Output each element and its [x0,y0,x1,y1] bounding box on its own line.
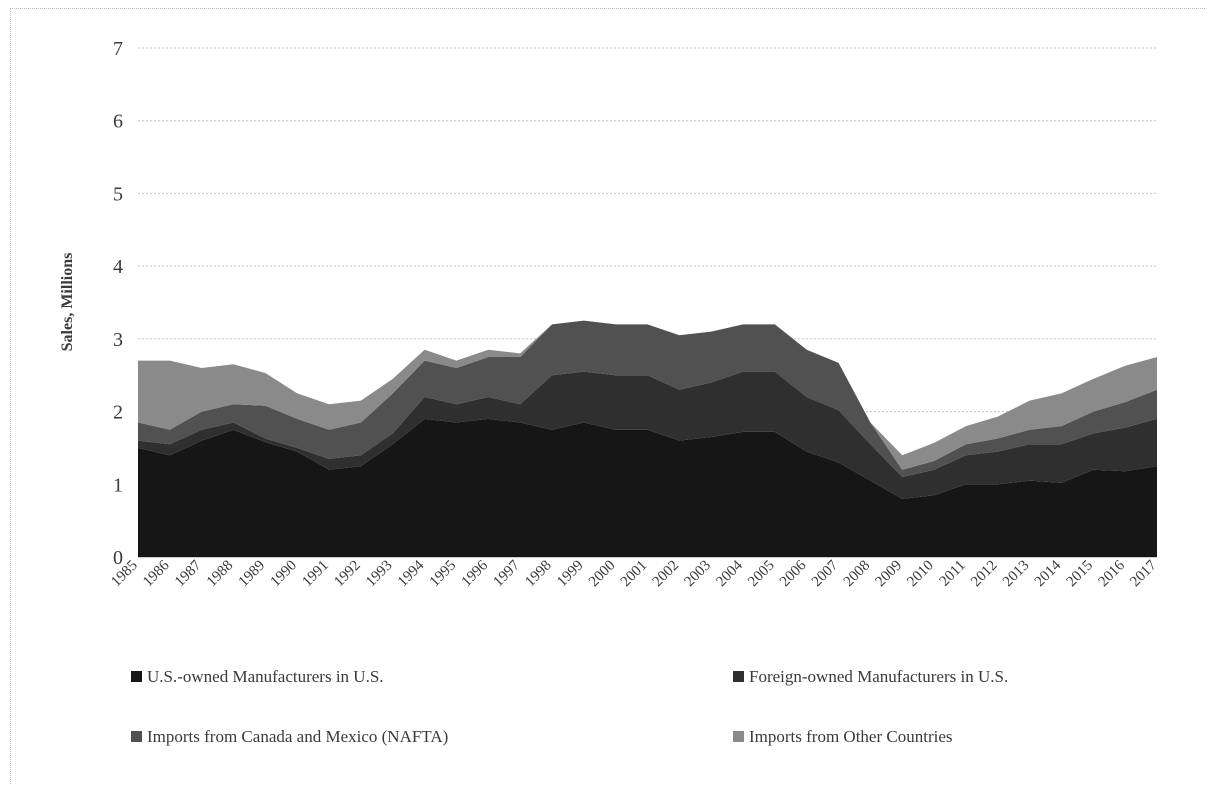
x-tick-label: 1999 [554,558,587,591]
legend-label: Imports from Other Countries [749,727,953,746]
area-series-1 [138,418,1157,557]
x-tick-label: 1989 [236,558,269,591]
legend-swatch [131,671,142,682]
x-tick-label: 2013 [1000,558,1033,591]
x-tick-label: 1998 [522,558,555,591]
area-series-group [138,320,1157,557]
x-tick-label: 2001 [618,558,651,591]
legend-swatch [733,731,744,742]
legend-swatch [733,671,744,682]
x-tick-label: 2010 [904,558,937,591]
x-tick-label: 1987 [172,557,205,590]
x-tick-label: 1990 [268,558,301,591]
legend-label: U.S.-owned Manufacturers in U.S. [147,667,384,686]
y-tick-label: 3 [113,329,123,351]
x-tick-label: 2000 [586,558,619,591]
legend: U.S.-owned Manufacturers in U.S. Foreign-… [131,667,1008,746]
x-tick-label: 2004 [713,557,746,590]
x-tick-label: 1988 [204,558,237,591]
x-tick-label: 2012 [968,558,1001,591]
legend-label: Foreign-owned Manufacturers in U.S. [749,667,1008,686]
y-axis-ticks: 0 1 2 3 4 5 6 7 [113,38,123,569]
y-tick-label: 4 [113,256,123,278]
area-series-2 [138,371,1157,499]
x-tick-label: 2006 [777,557,810,590]
legend-swatch [131,731,142,742]
x-tick-label: 1996 [459,557,492,590]
x-tick-label: 2007 [809,557,842,590]
x-tick-label: 1992 [331,558,364,591]
y-tick-label: 5 [113,183,123,205]
x-tick-label: 2015 [1064,558,1097,591]
y-tick-label: 7 [113,38,123,60]
x-tick-label: 2003 [681,558,714,591]
y-tick-label: 1 [113,474,123,496]
x-tick-label: 1995 [427,558,460,591]
y-tick-label: 2 [113,402,123,424]
x-tick-label: 1997 [490,557,523,590]
x-axis-ticks: 1985 1986 1987 1988 1989 1990 1991 1992 1993 1994… [108,557,1160,590]
x-tick-label: 1986 [140,557,173,590]
x-tick-label: 2002 [650,558,683,591]
x-tick-label: 2011 [937,558,969,590]
x-tick-label: 2014 [1032,557,1065,590]
area-series-3 [138,320,1157,478]
x-tick-label: 2009 [873,558,906,591]
x-tick-label: 1994 [395,557,428,590]
chart-frame [10,8,1205,784]
x-tick-label: 1993 [363,558,396,591]
x-tick-label: 2016 [1095,557,1128,590]
x-tick-label: 2005 [745,558,778,591]
y-axis-label: Sales, Millions [59,253,76,352]
x-tick-label: 2008 [841,558,874,591]
y-tick-label: 6 [113,111,123,133]
y-tick-label: 0 [113,547,123,569]
legend-label: Imports from Canada and Mexico (NAFTA) [147,727,448,746]
x-tick-label: 1991 [299,558,332,591]
x-tick-label: 2017 [1127,557,1160,590]
